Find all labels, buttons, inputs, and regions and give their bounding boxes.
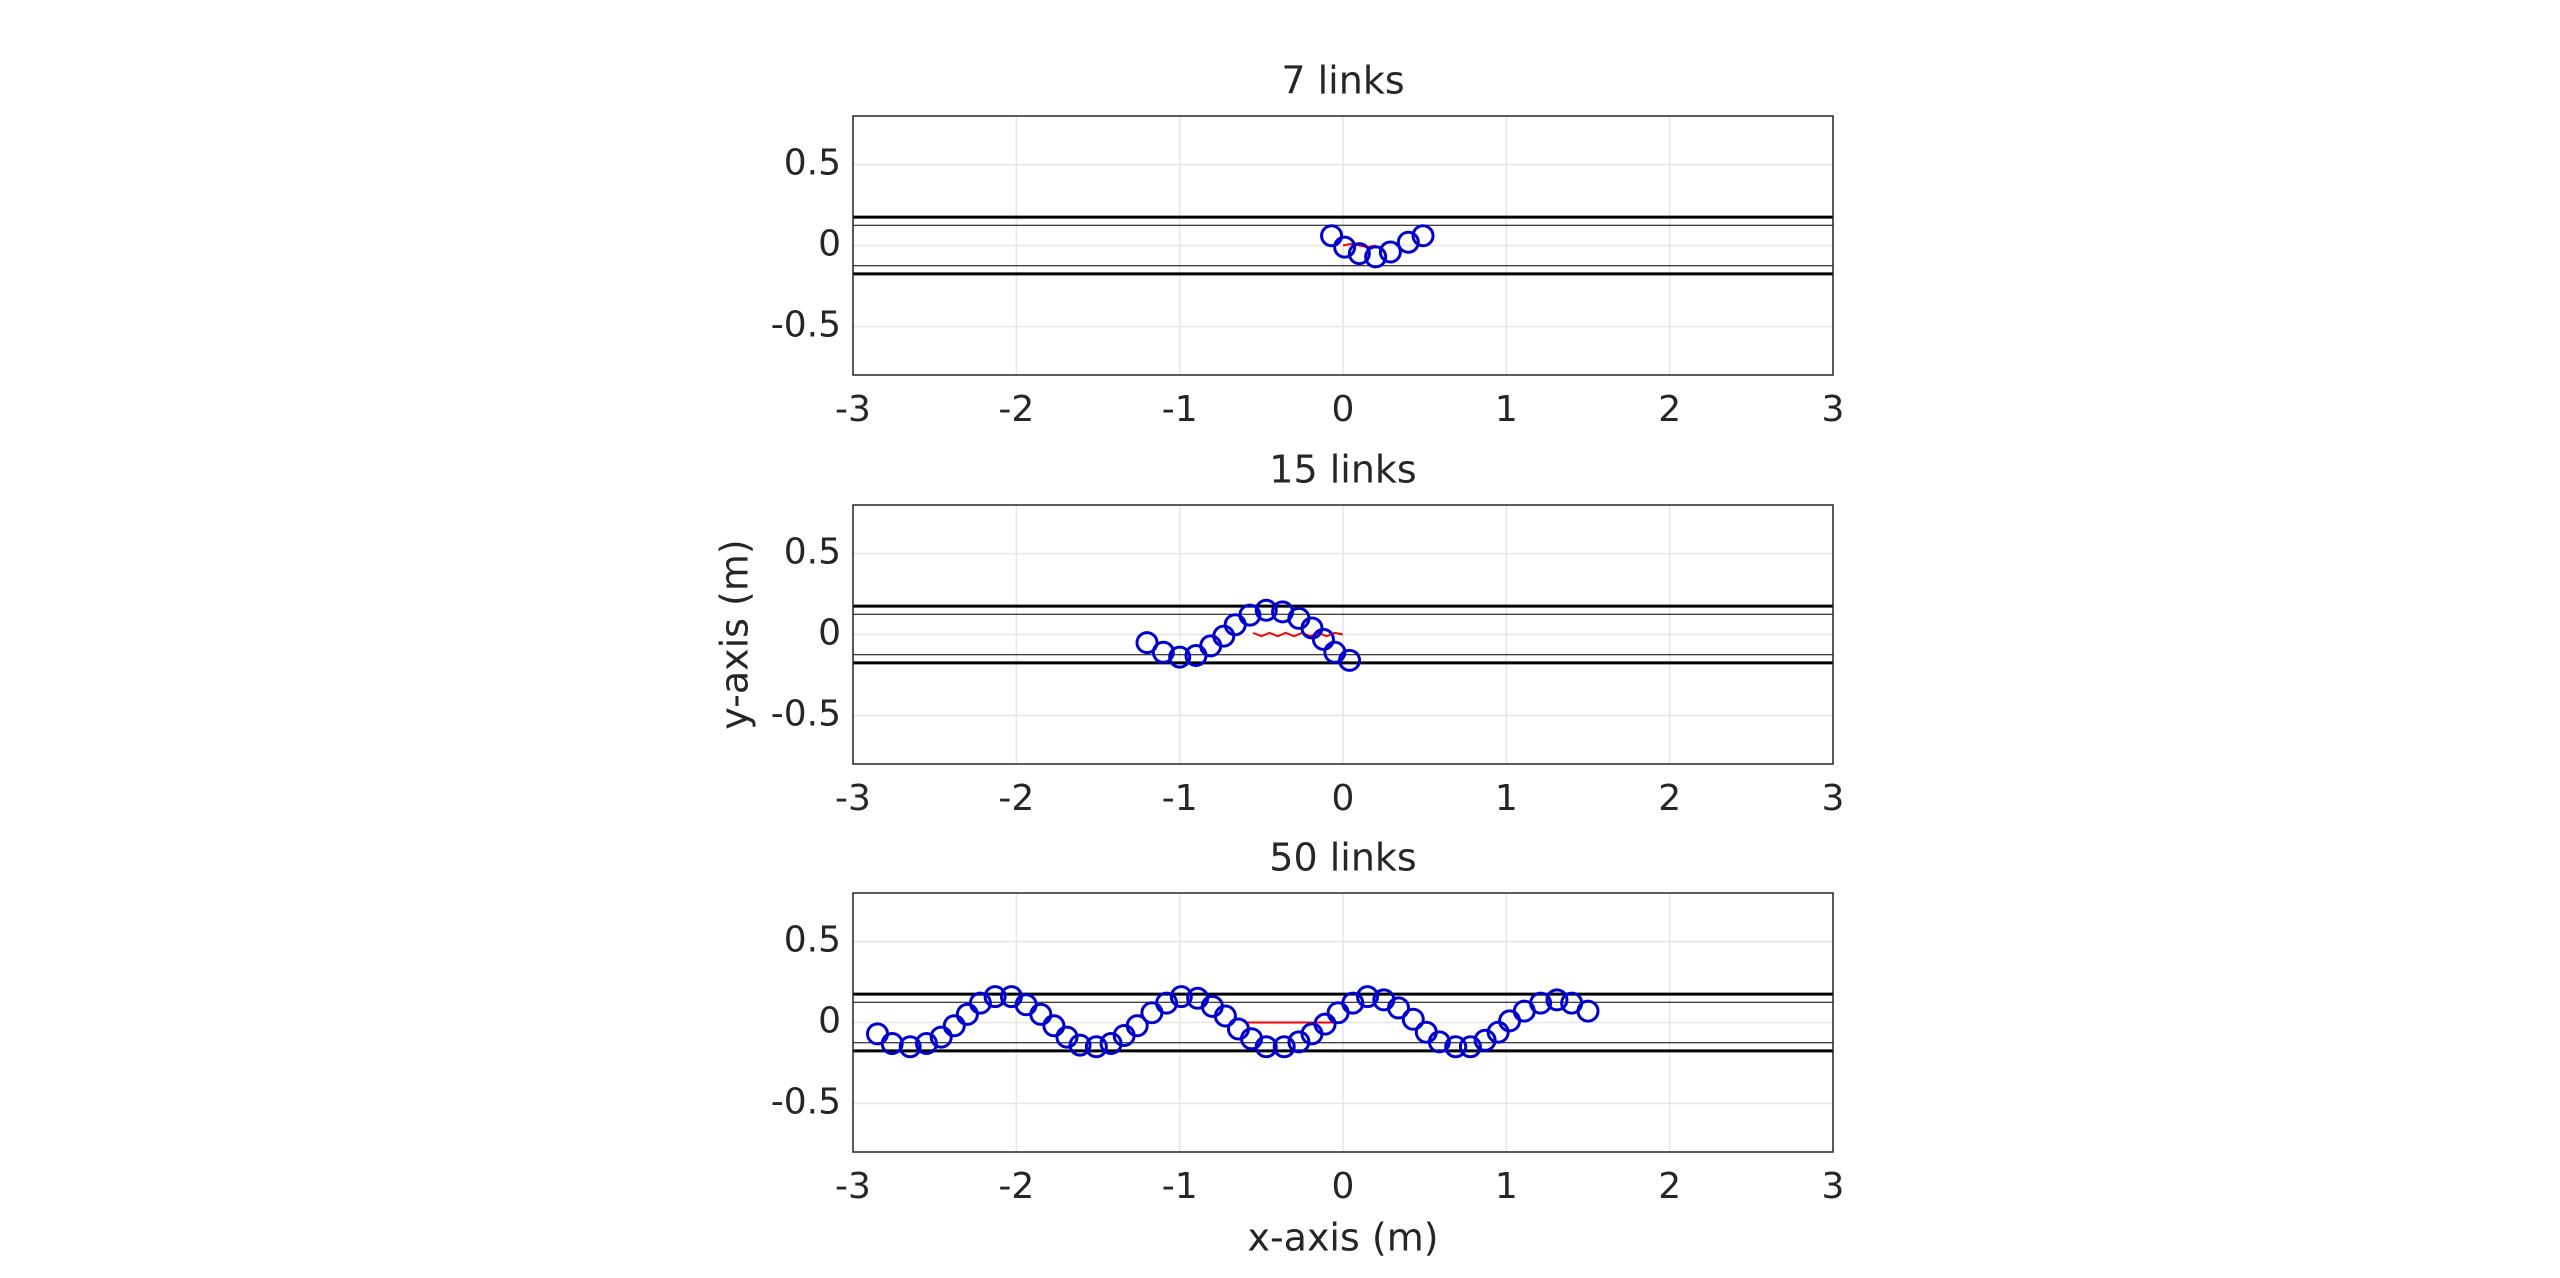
series-line — [1252, 631, 1344, 638]
marker — [1135, 631, 1159, 655]
plot-content — [853, 215, 1833, 276]
x-tick-label: 1 — [1495, 778, 1518, 819]
plot-content — [853, 985, 1833, 1059]
x-tick-label: -2 — [998, 389, 1034, 430]
marker — [1458, 1035, 1482, 1059]
subplot-title: 50 links — [1269, 836, 1416, 880]
x-tick-label: -1 — [1162, 389, 1198, 430]
marker — [1320, 224, 1344, 248]
x-tick-label: -1 — [1162, 1166, 1198, 1207]
marker — [1168, 645, 1192, 669]
marker — [1029, 1002, 1053, 1026]
marker — [1378, 240, 1402, 264]
subplot-title: 7 links — [1281, 59, 1404, 103]
x-tick-label: 0 — [1332, 778, 1355, 819]
marker — [1444, 1035, 1468, 1059]
marker — [1341, 991, 1365, 1015]
marker — [1427, 1030, 1451, 1054]
plot-content — [853, 598, 1833, 672]
axes-box — [852, 115, 1834, 376]
marker — [983, 985, 1007, 1009]
y-tick-label: -0.5 — [771, 1081, 841, 1122]
x-tick-label: 2 — [1658, 1166, 1681, 1207]
axes-box — [852, 504, 1834, 765]
x-tick-label: 3 — [1822, 1166, 1845, 1207]
marker — [1545, 988, 1569, 1012]
marker — [942, 1014, 966, 1038]
series-line — [1342, 242, 1376, 249]
x-tick-label: 3 — [1822, 389, 1845, 430]
marker — [1155, 991, 1179, 1015]
marker — [1272, 1035, 1296, 1059]
marker — [1254, 598, 1278, 622]
y-tick-label: 0.5 — [784, 532, 841, 573]
x-tick-label: -3 — [835, 778, 871, 819]
marker — [1338, 648, 1362, 672]
x-tick-label: -2 — [998, 1166, 1034, 1207]
marker — [1151, 640, 1175, 664]
marker — [915, 1032, 938, 1056]
y-tick-label: 0 — [818, 613, 841, 654]
y-tick-label: -0.5 — [771, 304, 841, 345]
marker — [1529, 991, 1553, 1015]
marker — [955, 1002, 979, 1026]
x-tick-label: -3 — [835, 389, 871, 430]
subplot-title: 15 links — [1269, 448, 1416, 492]
marker — [1347, 242, 1371, 266]
marker — [1068, 1033, 1092, 1057]
marker — [1254, 1035, 1278, 1059]
marker — [1387, 996, 1411, 1020]
subplot: -3 -2 -1 0 1 2 3 -0.5 0 0.5 50 links x-axis (m) — [771, 836, 1845, 1260]
marker — [1576, 999, 1600, 1023]
axes-box — [852, 892, 1834, 1153]
marker — [1401, 1007, 1425, 1031]
marker — [1169, 985, 1193, 1009]
marker — [1313, 1012, 1337, 1036]
marker — [1084, 1035, 1108, 1059]
marker — [898, 1035, 922, 1059]
y-tick-label: 0.5 — [784, 143, 841, 184]
y-tick-label: -0.5 — [771, 693, 841, 734]
marker — [1364, 245, 1388, 269]
marker — [1311, 627, 1335, 651]
marker — [1238, 603, 1262, 627]
y-tick-label: 0.5 — [784, 920, 841, 961]
subplot: -3 -2 -1 0 1 2 3 -0.5 0 0.5 15 links y-axis (m) — [713, 448, 1845, 820]
x-tick-label: 1 — [1495, 1166, 1518, 1207]
y-tick-label: 0 — [818, 224, 841, 265]
x-axis-label: x-axis (m) — [1247, 1216, 1438, 1260]
x-tick-label: 2 — [1658, 389, 1681, 430]
marker — [1356, 985, 1379, 1009]
marker — [1213, 1004, 1237, 1028]
x-tick-label: 1 — [1495, 389, 1518, 430]
x-tick-label: 3 — [1822, 778, 1845, 819]
x-tick-label: 2 — [1658, 778, 1681, 819]
x-tick-label: -1 — [1162, 778, 1198, 819]
x-tick-label: -2 — [998, 778, 1034, 819]
marker — [968, 991, 992, 1015]
x-tick-label: 0 — [1332, 1166, 1355, 1207]
y-axis-label: y-axis (m) — [713, 539, 757, 729]
marker — [1125, 1014, 1149, 1038]
x-tick-label: -3 — [835, 1166, 871, 1207]
x-tick-label: 0 — [1332, 389, 1355, 430]
y-tick-label: 0 — [818, 1001, 841, 1042]
marker — [1411, 224, 1435, 248]
marker — [1042, 1014, 1066, 1038]
marker — [1396, 230, 1420, 254]
marker — [929, 1025, 953, 1049]
subplot: -3 -2 -1 0 1 2 3 -0.5 0 0.5 7 links — [771, 59, 1845, 431]
marker — [1333, 235, 1357, 259]
